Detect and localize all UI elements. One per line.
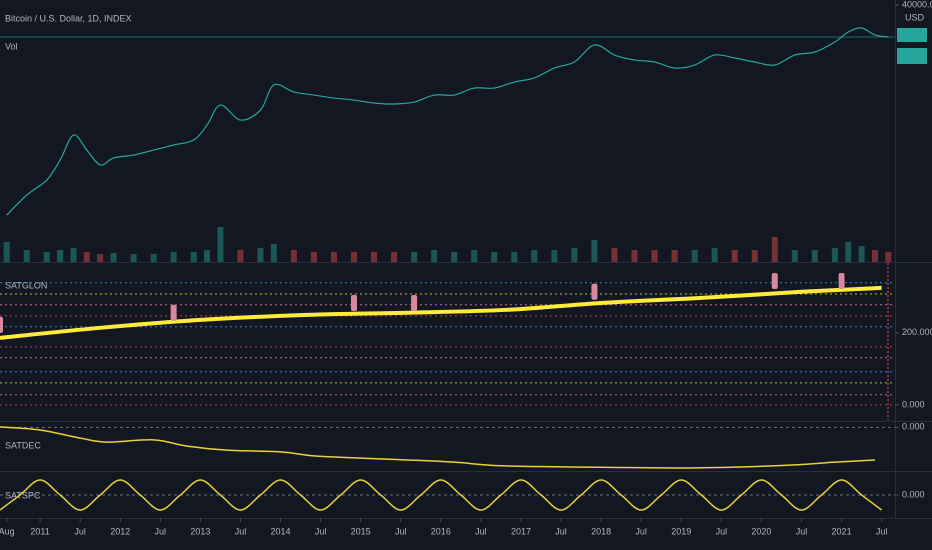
volume-bar bbox=[791, 250, 798, 262]
volume-bar bbox=[150, 254, 157, 262]
volume-bar bbox=[350, 252, 357, 262]
volume-bar bbox=[130, 254, 137, 262]
volume-bar bbox=[257, 248, 264, 262]
x-tick-label: Jul bbox=[716, 526, 728, 536]
volume-bar bbox=[431, 250, 438, 262]
volume-bar bbox=[771, 237, 778, 262]
volume-bar bbox=[70, 248, 77, 262]
volume-bar bbox=[330, 252, 337, 262]
volume-badge bbox=[897, 48, 927, 64]
volume-bar bbox=[270, 244, 277, 262]
signal-marker bbox=[838, 273, 845, 290]
volume-bar bbox=[190, 252, 197, 262]
x-tick-label: 2012 bbox=[110, 526, 130, 536]
volume-bar bbox=[110, 253, 117, 262]
x-tick-label: Jul bbox=[555, 526, 567, 536]
volume-bar bbox=[310, 252, 317, 262]
volume-bar bbox=[237, 250, 244, 262]
volume-bar bbox=[204, 250, 211, 262]
signal-marker bbox=[771, 273, 778, 290]
volume-bar bbox=[290, 250, 297, 262]
volume-bar bbox=[451, 252, 458, 262]
signal-marker bbox=[350, 294, 357, 311]
x-tick-label: Jul bbox=[475, 526, 487, 536]
price-badge bbox=[897, 28, 927, 42]
y-tick-label: 0.000 bbox=[902, 422, 925, 432]
volume-bar bbox=[217, 227, 224, 262]
volume-bar bbox=[571, 248, 578, 262]
volume-bar bbox=[531, 250, 538, 262]
x-tick-label: 2016 bbox=[431, 526, 451, 536]
volume-bar bbox=[885, 252, 892, 262]
volume-bar bbox=[391, 252, 398, 262]
volume-bar bbox=[858, 246, 865, 262]
x-tick-label: Jul bbox=[74, 526, 86, 536]
x-tick-label: Aug bbox=[0, 526, 15, 536]
volume-bar bbox=[23, 250, 30, 262]
signal-marker bbox=[170, 304, 177, 321]
volume-bar bbox=[83, 252, 90, 262]
x-tick-label: Jul bbox=[635, 526, 647, 536]
x-tick-label: 2014 bbox=[271, 526, 291, 536]
volume-bar bbox=[711, 248, 718, 262]
x-tick-label: 2020 bbox=[751, 526, 771, 536]
chart-title: Bitcoin / U.S. Dollar, 1D, INDEX bbox=[5, 13, 132, 23]
volume-bar bbox=[811, 250, 818, 262]
volume-bar bbox=[43, 252, 50, 262]
x-tick-label: Jul bbox=[796, 526, 808, 536]
volume-bar bbox=[831, 248, 838, 262]
volume-bar bbox=[871, 250, 878, 262]
pane-label: SATDEC bbox=[5, 440, 41, 450]
signal-marker bbox=[0, 316, 3, 333]
currency-label: USD bbox=[905, 12, 925, 22]
pane-label: SATGLON bbox=[5, 280, 47, 290]
signal-marker bbox=[411, 294, 418, 311]
pane-label: SATSPC bbox=[5, 490, 41, 500]
y-tick-label: 40000.00 bbox=[902, 0, 932, 9]
x-tick-label: Jul bbox=[155, 526, 167, 536]
x-tick-label: Jul bbox=[395, 526, 407, 536]
volume-bar bbox=[411, 252, 418, 262]
x-tick-label: Jul bbox=[235, 526, 247, 536]
series-line bbox=[0, 285, 882, 340]
x-tick-label: Jul bbox=[315, 526, 327, 536]
volume-bar bbox=[57, 250, 64, 262]
series-line bbox=[6, 27, 889, 216]
volume-bar bbox=[631, 250, 638, 262]
volume-bar bbox=[591, 240, 598, 262]
y-tick-label: 0.000 bbox=[902, 489, 925, 499]
x-tick-label: 2018 bbox=[591, 526, 611, 536]
volume-bar bbox=[671, 250, 678, 262]
x-tick-label: 2021 bbox=[832, 526, 852, 536]
y-tick-label: 200.000 bbox=[902, 327, 932, 337]
volume-bar bbox=[97, 254, 104, 262]
volume-bar bbox=[3, 242, 10, 262]
volume-bar bbox=[511, 252, 518, 262]
signal-marker bbox=[591, 283, 598, 300]
x-tick-label: 2011 bbox=[30, 526, 49, 536]
volume-bar bbox=[611, 248, 618, 262]
y-tick-label: 0.000 bbox=[902, 399, 925, 409]
volume-bar bbox=[170, 252, 177, 262]
volume-bar bbox=[371, 252, 378, 262]
series-line bbox=[0, 426, 876, 469]
series-line bbox=[0, 479, 883, 511]
volume-bar bbox=[751, 250, 758, 262]
x-tick-label: Jul bbox=[876, 526, 888, 536]
volume-label: Vol bbox=[5, 41, 18, 51]
x-tick-label: 2017 bbox=[511, 526, 531, 536]
volume-bar bbox=[845, 242, 852, 262]
x-tick-label: 2015 bbox=[351, 526, 371, 536]
x-tick-label: 2019 bbox=[671, 526, 691, 536]
volume-bar bbox=[651, 250, 658, 262]
x-tick-label: 2013 bbox=[190, 526, 210, 536]
volume-bar bbox=[691, 250, 698, 262]
volume-bar bbox=[491, 252, 498, 262]
volume-bar bbox=[551, 250, 558, 262]
volume-bar bbox=[471, 250, 478, 262]
volume-bar bbox=[731, 250, 738, 262]
